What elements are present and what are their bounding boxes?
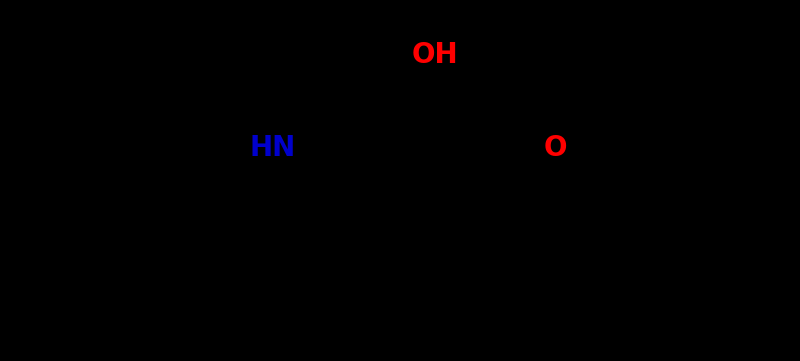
Text: HN: HN: [250, 134, 296, 162]
Text: OH: OH: [412, 41, 458, 69]
Text: O: O: [543, 134, 566, 162]
